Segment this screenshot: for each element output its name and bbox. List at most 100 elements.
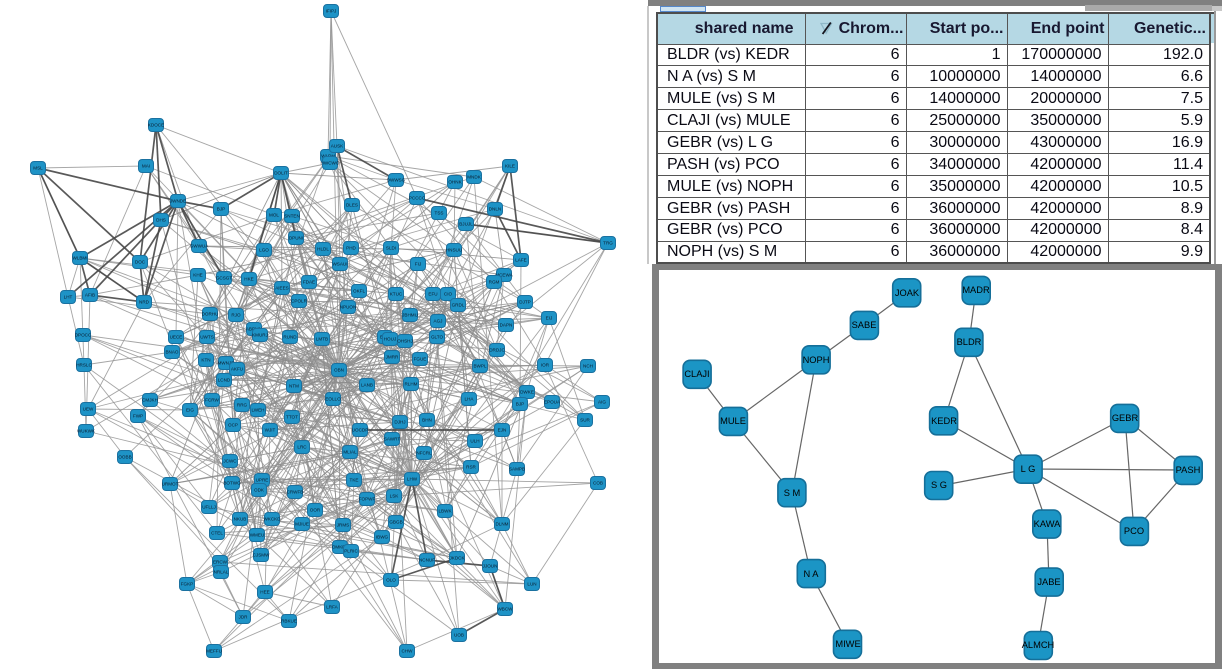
svg-text:LGO: LGO: [259, 248, 269, 253]
svg-text:GBGB: GBGB: [389, 520, 402, 525]
svg-text:ULH: ULH: [470, 439, 479, 444]
svg-text:MWNJD: MWNJD: [217, 361, 235, 366]
svg-text:RJO: RJO: [231, 313, 241, 318]
svg-text:NFCRL: NFCRL: [416, 451, 432, 456]
svg-text:MADR: MADR: [962, 285, 990, 295]
svg-text:OBN: OBN: [334, 368, 344, 373]
svg-text:JMRR: JMRR: [386, 355, 399, 360]
svg-text:TRG: TRG: [603, 241, 613, 246]
svg-text:CJSMW: CJSMW: [253, 553, 271, 558]
svg-text:EIJ: EIJ: [546, 316, 553, 321]
svg-text:S G: S G: [931, 480, 947, 490]
svg-text:JJOUN: JJOUN: [483, 564, 498, 569]
svg-text:EJN: EJN: [498, 428, 507, 433]
svg-text:LBWK: LBWK: [438, 509, 452, 514]
svg-text:JKDCK: JKDCK: [449, 556, 465, 561]
svg-text:NCNUF: NCNUF: [419, 558, 435, 563]
svg-text:RBKUE: RBKUE: [281, 619, 297, 624]
svg-text:HWCWO: HWCWO: [321, 161, 340, 166]
svg-text:IOR: IOR: [541, 363, 550, 368]
svg-text:RSR: RSR: [466, 465, 476, 470]
svg-text:WUKWK: WUKWK: [77, 429, 96, 434]
svg-text:KEDR: KEDR: [931, 416, 957, 426]
svg-text:BJP: BJP: [217, 207, 225, 212]
svg-text:OOR: OOR: [310, 508, 321, 513]
svg-text:NOPH: NOPH: [803, 355, 830, 365]
svg-text:SABE: SABE: [852, 320, 877, 330]
svg-text:UOB: UOB: [454, 633, 464, 638]
svg-text:MSL: MSL: [33, 166, 43, 171]
svg-text:IFIPJ: IFIPJ: [326, 9, 337, 14]
svg-text:RUND: RUND: [283, 335, 297, 340]
svg-text:HNSUU: HNSUU: [446, 248, 462, 253]
svg-text:KAWA: KAWA: [1034, 519, 1061, 529]
svg-text:MAI: MAI: [142, 164, 150, 169]
svg-text:FGKP: FGKP: [181, 582, 194, 587]
svg-text:DHS: DHS: [156, 218, 166, 223]
svg-text:JCWC: JCWC: [223, 459, 237, 464]
svg-text:OCP: OCP: [228, 423, 238, 428]
svg-text:BJP: BJP: [516, 402, 524, 407]
svg-text:EOLLO: EOLLO: [325, 397, 341, 402]
svg-text:NTM: NTM: [289, 384, 299, 389]
svg-text:MEFFU: MEFFU: [206, 649, 222, 654]
svg-text:ODK: ODK: [254, 488, 265, 493]
svg-text:PLRIC: PLRIC: [344, 549, 358, 554]
svg-text:UFLLJ: UFLLJ: [202, 505, 216, 510]
svg-text:CRWFB: CRWFB: [287, 490, 304, 495]
svg-text:N A: N A: [804, 569, 820, 579]
svg-text:HOUJ: HOUJ: [384, 337, 397, 342]
svg-text:LWEH: LWEH: [252, 408, 265, 413]
svg-text:CLAJI: CLAJI: [684, 369, 709, 379]
svg-text:HKE: HKE: [244, 277, 253, 282]
svg-text:JWNDE: JWNDE: [170, 199, 186, 204]
svg-text:GEBR: GEBR: [1112, 413, 1139, 423]
svg-text:EPOUA: EPOUA: [544, 400, 561, 405]
svg-text:NRLAL: NRLAL: [214, 570, 229, 575]
svg-text:JBHMU: JBHMU: [402, 313, 418, 318]
svg-text:LRC: LRC: [297, 445, 307, 450]
svg-text:GCSGT: GCSGT: [216, 276, 233, 281]
svg-text:UPRE: UPRE: [256, 478, 269, 483]
svg-text:JABE: JABE: [1037, 577, 1060, 587]
svg-text:COB: COB: [593, 481, 603, 486]
svg-text:HRSLC: HRSLC: [76, 363, 92, 368]
svg-text:LHT: LHT: [64, 295, 73, 300]
svg-text:BHN: BHN: [422, 418, 432, 423]
svg-text:MULE: MULE: [720, 416, 746, 426]
svg-text:FGUE: FGUE: [414, 357, 427, 362]
svg-text:TTOT: TTOT: [286, 415, 298, 420]
svg-text:LSK: LSK: [390, 494, 400, 499]
svg-text:KMURJ: KMURJ: [252, 333, 268, 338]
svg-text:LMTB: LMTB: [316, 337, 328, 342]
svg-text:BOTWG: BOTWG: [223, 481, 241, 486]
svg-text:DWKE: DWKE: [520, 390, 534, 395]
svg-text:CHW: CHW: [402, 649, 414, 654]
svg-text:KDOCE: KDOCE: [148, 123, 164, 128]
svg-text:OHNK: OHNK: [448, 180, 462, 185]
svg-text:SLDI: SLDI: [386, 246, 396, 251]
svg-text:AUSK: AUSK: [331, 144, 344, 149]
svg-text:DNLN: DNLN: [489, 207, 502, 212]
svg-text:MJIUE: MJIUE: [295, 522, 309, 527]
svg-text:URMOT: URMOT: [162, 482, 179, 487]
svg-text:PCCCC: PCCCC: [409, 196, 426, 201]
svg-text:L G: L G: [1021, 464, 1036, 474]
svg-text:GWWUA: GWWUA: [190, 244, 210, 249]
svg-text:DAPN: DAPN: [500, 323, 513, 328]
svg-text:HLDL: HLDL: [317, 247, 329, 252]
svg-text:OLO: OLO: [386, 578, 396, 583]
svg-text:CIO: CIO: [444, 292, 453, 297]
svg-text:S M: S M: [784, 488, 801, 498]
svg-text:KHE: KHE: [193, 273, 202, 278]
svg-text:NCH: NCH: [583, 364, 593, 369]
svg-text:TSS: TSS: [435, 211, 444, 216]
svg-text:WSAUI: WSAUI: [332, 262, 347, 267]
svg-text:LCND: LCND: [218, 378, 231, 383]
svg-text:KTUC: KTUC: [390, 292, 403, 297]
svg-text:ERCW: ERCW: [213, 560, 228, 565]
svg-text:SAMPB: SAMPB: [509, 467, 525, 472]
svg-text:WMEU: WMEU: [250, 533, 265, 538]
svg-text:JRMS: JRMS: [337, 523, 350, 528]
svg-text:MNDK: MNDK: [467, 175, 481, 180]
